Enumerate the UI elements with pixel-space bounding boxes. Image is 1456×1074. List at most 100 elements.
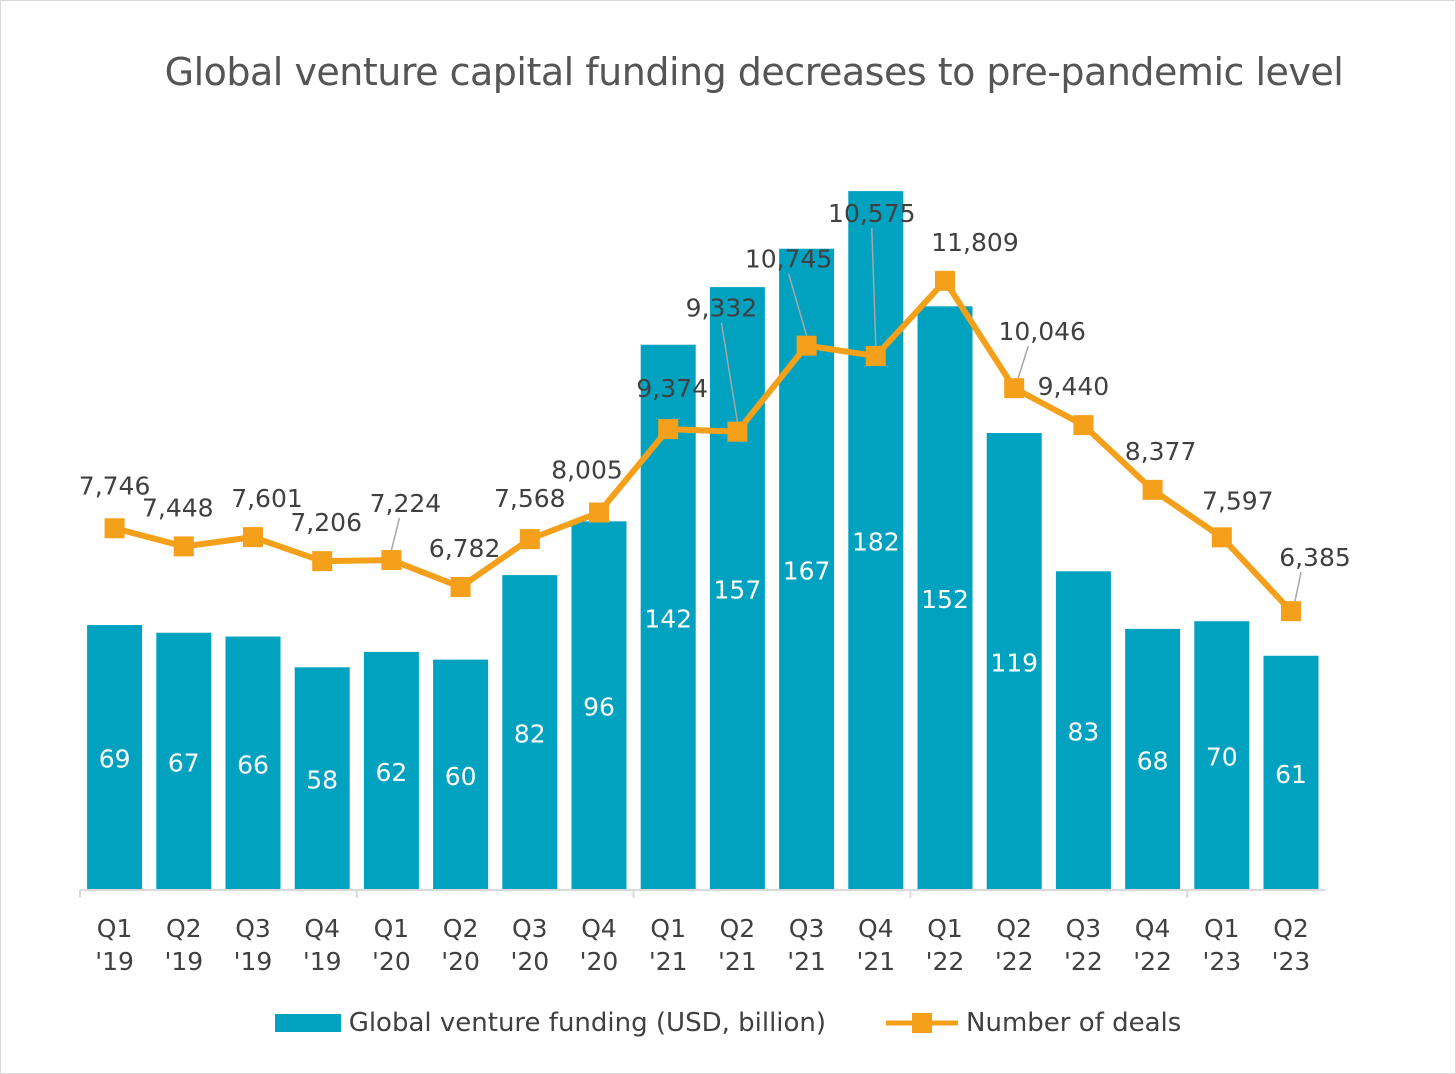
bar (433, 659, 489, 890)
deals-marker (450, 576, 471, 597)
deals-value-label: 9,332 (686, 294, 758, 323)
bar-value-label: 82 (514, 720, 546, 749)
deals-marker (1211, 527, 1232, 548)
x-tick-label: '19 (234, 947, 273, 976)
x-tick-label: Q2 (996, 914, 1032, 943)
bar-value-label: 58 (306, 766, 338, 795)
chart-title: Global venture capital funding decreases… (164, 50, 1344, 94)
x-tick-label: '20 (441, 947, 480, 976)
x-tick-label: Q4 (858, 914, 894, 943)
deals-marker (589, 502, 609, 523)
legend-swatch-line (886, 1013, 959, 1033)
deals-value-label: 7,224 (370, 489, 442, 518)
data-label-leader (871, 227, 877, 347)
deals-value-label: 7,597 (1202, 486, 1274, 515)
legend-swatch-bar (274, 1014, 341, 1032)
x-tick-label: Q2 (720, 914, 756, 943)
x-tick-label: Q1 (374, 914, 410, 943)
deals-marker (104, 518, 125, 539)
x-tick-label: Q4 (1135, 914, 1171, 943)
x-tick-label: '23 (1272, 947, 1311, 976)
x-tick-label: '21 (718, 947, 757, 976)
legend-item-funding[interactable]: Global venture funding (USD, billion) (274, 1008, 826, 1038)
x-tick-label: Q3 (1066, 914, 1102, 943)
x-tick-label: '20 (510, 947, 549, 976)
data-label-leader (390, 517, 401, 551)
bar-value-label: 60 (445, 762, 477, 791)
x-tick-label: '22 (1064, 947, 1103, 976)
bar (1194, 621, 1250, 890)
bar (1055, 571, 1111, 890)
x-tick-label: Q1 (97, 914, 133, 943)
deals-marker (1004, 378, 1025, 399)
x-tick-label: '19 (164, 947, 203, 976)
bar (294, 667, 350, 890)
legend-item-deals[interactable]: Number of deals (886, 1008, 1181, 1038)
bar-value-label: 157 (714, 576, 762, 605)
x-tick-label: '22 (995, 947, 1034, 976)
bar (156, 632, 212, 890)
bar-value-label: 61 (1275, 760, 1307, 789)
deals-value-label: 9,440 (1038, 372, 1110, 401)
bar-value-label: 68 (1137, 746, 1169, 775)
bar (709, 287, 765, 890)
deals-marker (243, 527, 263, 548)
deals-value-label: 10,745 (745, 245, 832, 274)
deals-value-label: 9,374 (636, 374, 708, 403)
x-tick-label: Q3 (789, 914, 825, 943)
bar (848, 191, 904, 890)
bar-value-label: 142 (644, 604, 692, 633)
x-tick-label: '19 (303, 947, 342, 976)
deals-value-label: 8,377 (1125, 437, 1197, 466)
bar (1125, 628, 1181, 890)
deals-marker (173, 536, 194, 557)
deals-value-label: 7,568 (494, 484, 566, 513)
x-tick-label: '20 (372, 947, 411, 976)
bar-value-label: 69 (99, 745, 131, 774)
deals-value-label: 7,206 (290, 508, 362, 537)
data-label-leader (1294, 572, 1302, 602)
x-tick-label: Q1 (650, 914, 686, 943)
bar (87, 625, 143, 890)
x-tick-label: '23 (1202, 947, 1241, 976)
x-tick-label: Q4 (304, 914, 340, 943)
bar-value-label: 62 (375, 758, 407, 787)
chart-legend: Global venture funding (USD, billion) Nu… (0, 1008, 1456, 1038)
data-label-leader (1017, 345, 1029, 379)
bar-value-label: 182 (852, 528, 900, 557)
x-tick-label: Q4 (581, 914, 617, 943)
deals-marker (1142, 479, 1163, 500)
bar (1263, 655, 1319, 890)
x-tick-label: Q3 (512, 914, 548, 943)
bar-value-label: 67 (168, 748, 200, 777)
deals-value-label: 11,809 (931, 228, 1018, 257)
bar-value-label: 152 (921, 585, 969, 614)
bar (571, 521, 627, 890)
bar (363, 651, 419, 890)
x-tick-label: '20 (580, 947, 619, 976)
deals-line (113, 275, 1294, 614)
deals-marker (312, 551, 333, 572)
bar (225, 636, 281, 890)
deals-marker (381, 550, 402, 571)
deals-value-label: 10,046 (998, 317, 1085, 346)
bar (986, 433, 1042, 890)
bar (502, 575, 558, 890)
deals-marker (935, 270, 955, 291)
data-label-leader (787, 273, 808, 336)
x-tick-label: '21 (649, 947, 688, 976)
deals-value-label: 7,746 (79, 471, 151, 500)
x-tick-label: Q3 (235, 914, 271, 943)
deals-marker (727, 421, 748, 442)
x-tick-label: '22 (1133, 947, 1172, 976)
legend-label-deals: Number of deals (966, 1008, 1182, 1038)
deals-value-label: 8,005 (551, 455, 623, 484)
deals-marker (1073, 415, 1094, 436)
deals-value-label: 7,448 (142, 493, 214, 522)
bar-value-label: 119 (990, 649, 1038, 678)
deals-value-label: 10,575 (828, 199, 915, 228)
x-tick-label: '19 (95, 947, 134, 976)
x-tick-label: Q1 (927, 914, 963, 943)
x-tick-label: '21 (856, 947, 895, 976)
